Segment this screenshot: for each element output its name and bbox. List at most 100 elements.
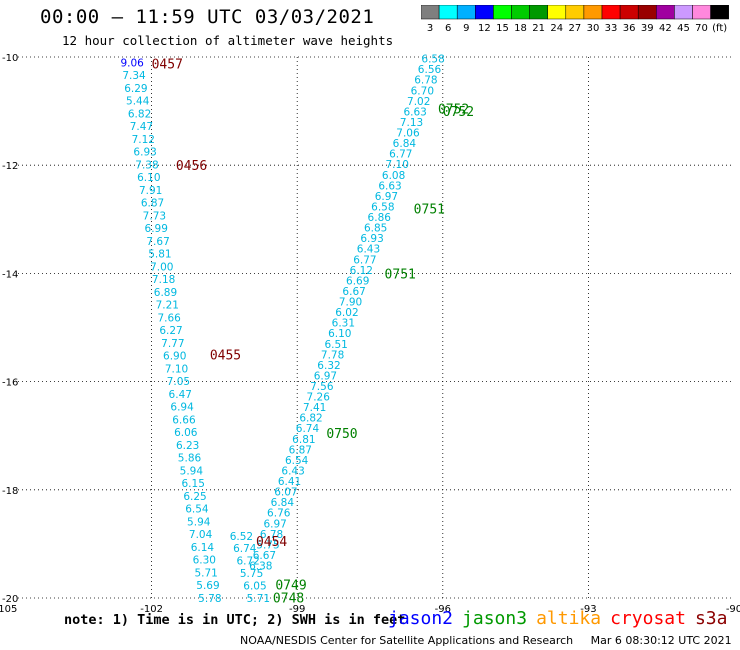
swh-value-west: 6.94 [170, 402, 194, 414]
swh-value-west: 6.72 [236, 556, 259, 568]
lon-tick-label: -93 [580, 604, 596, 615]
colorbar-label: 42 [659, 23, 672, 34]
swh-value-west: 7.38 [135, 159, 158, 171]
legend-altika: altika [536, 608, 602, 629]
legend-cryosat: cryosat [610, 608, 686, 629]
pass-time-label: 0456 [176, 159, 207, 174]
swh-value-east: 6.41 [278, 476, 301, 488]
swh-value-east: 6.97 [314, 370, 337, 382]
swh-value-east: 6.07 [274, 487, 297, 499]
swh-value-west: 6.30 [193, 555, 216, 567]
swh-value-east: 6.82 [299, 413, 322, 425]
swh-value-east: 7.06 [396, 128, 420, 140]
map-title: 00:00 – 11:59 UTC 03/03/2021 [40, 6, 375, 28]
swh-value-east: 6.77 [353, 254, 376, 266]
swh-value-west: 6.93 [133, 147, 156, 159]
swh-value-east: 6.67 [253, 550, 276, 562]
swh-value-west: 7.67 [146, 236, 169, 248]
pass-time-label: 0750 [326, 427, 357, 442]
lat-tick-label: -16 [2, 378, 18, 389]
colorbar-label: 21 [532, 23, 545, 34]
legend-jason3: jason3 [462, 608, 528, 629]
colorbar-swatch [710, 5, 729, 20]
swh-value-west: 6.06 [174, 427, 198, 439]
lat-tick-label: -14 [2, 269, 18, 280]
swh-value-west: 7.00 [150, 261, 173, 273]
legend-s3a: s3a [694, 608, 728, 629]
credit-line: NOAA/NESDIS Center for Satellite Applica… [240, 634, 732, 647]
map-subtitle: 12 hour collection of altimeter wave hei… [62, 33, 394, 48]
swh-value-west: 6.14 [191, 542, 215, 554]
pass-time-label: 0751 [414, 202, 445, 217]
swh-value-west: 7.77 [161, 338, 184, 350]
swh-value-east: 6.74 [296, 423, 320, 435]
swh-value-east: 6.51 [324, 339, 347, 351]
swh-value-east: 6.81 [292, 434, 315, 446]
swh-value-west: 7.66 [157, 312, 181, 324]
lat-tick-label: -20 [2, 594, 18, 605]
swh-value-west: 6.82 [128, 108, 151, 120]
swh-value-east: 6.54 [285, 455, 309, 467]
colorbar-label: 70 [695, 23, 708, 34]
swh-value-east: 6.78 [414, 75, 437, 87]
swh-value-west: 6.54 [185, 504, 209, 516]
swh-value-west: 5.69 [196, 580, 219, 592]
swh-value-west: 6.90 [163, 351, 186, 363]
swh-value-west: 6.87 [141, 198, 164, 210]
legend-jason2: jason2 [388, 608, 454, 629]
colorbar-label: 39 [641, 23, 654, 34]
swh-value-west: 5.71 [194, 567, 217, 579]
swh-value-west: 5.71 [247, 593, 270, 605]
swh-value-west: 6.15 [182, 478, 205, 490]
swh-value-west: 5.94 [180, 465, 204, 477]
lon-tick-label: -96 [435, 604, 451, 615]
colorbar-label: 27 [568, 23, 581, 34]
colorbar-label: 3 [427, 23, 433, 34]
swh-value-east: 6.76 [267, 508, 291, 520]
swh-value-east: 6.08 [382, 170, 405, 182]
colorbar-label: 30 [587, 23, 600, 34]
swh-value-east: 6.58 [421, 54, 444, 66]
colorbar-label: 24 [550, 23, 563, 34]
swh-value-west: 9.06 [120, 57, 144, 69]
colorbar-label: 33 [605, 23, 618, 34]
swh-value-east: 7.10 [386, 159, 409, 171]
colorbar-label: 12 [478, 23, 491, 34]
swh-value-east: 6.97 [263, 518, 286, 530]
swh-value-west: 6.89 [154, 287, 177, 299]
colorbar-label: 9 [463, 23, 469, 34]
swh-value-west: 6.66 [172, 414, 196, 426]
swh-value-east: 6.70 [411, 85, 434, 97]
swh-value-east: 7.13 [400, 117, 423, 129]
swh-value-west: 6.23 [176, 440, 199, 452]
swh-value-west: 5.94 [187, 516, 211, 528]
colorbar-label: 18 [514, 23, 527, 34]
swh-value-west: 6.99 [145, 223, 168, 235]
colorbar-label: 6 [445, 23, 451, 34]
lat-tick-label: -12 [2, 161, 18, 172]
swh-value-east: 6.43 [357, 244, 380, 256]
units-note: note: 1) Time is in UTC; 2) SWH is in fe… [64, 612, 406, 628]
swh-value-east: 6.86 [368, 212, 392, 224]
swh-value-east: 6.97 [375, 191, 398, 203]
swh-value-east: 5.75 [256, 539, 279, 551]
swh-value-east: 6.63 [403, 106, 426, 118]
pass-time-label: 0752 [443, 105, 474, 120]
swh-value-west: 7.18 [152, 274, 175, 286]
swh-value-east: 6.84 [271, 497, 295, 509]
swh-value-west: 7.21 [156, 300, 179, 312]
lat-tick-label: -18 [2, 486, 18, 497]
swh-value-east: 6.12 [350, 265, 373, 277]
colorbar-label: 36 [623, 23, 636, 34]
pass-time-label: 0751 [385, 267, 416, 282]
swh-value-west: 5.81 [148, 249, 171, 261]
lat-tick-label: -10 [2, 53, 18, 64]
pass-time-label: 0748 [273, 591, 304, 606]
swh-value-east: 6.93 [360, 233, 383, 245]
lon-tick-label: -99 [289, 604, 305, 615]
swh-value-west: 6.10 [137, 172, 160, 184]
swh-value-west: 5.75 [240, 568, 263, 580]
pass-time-label: 0454 [256, 535, 287, 550]
swh-value-west: 6.52 [230, 531, 253, 543]
satellite-legend: jason2 jason3 altika cryosat s3a [388, 608, 736, 629]
